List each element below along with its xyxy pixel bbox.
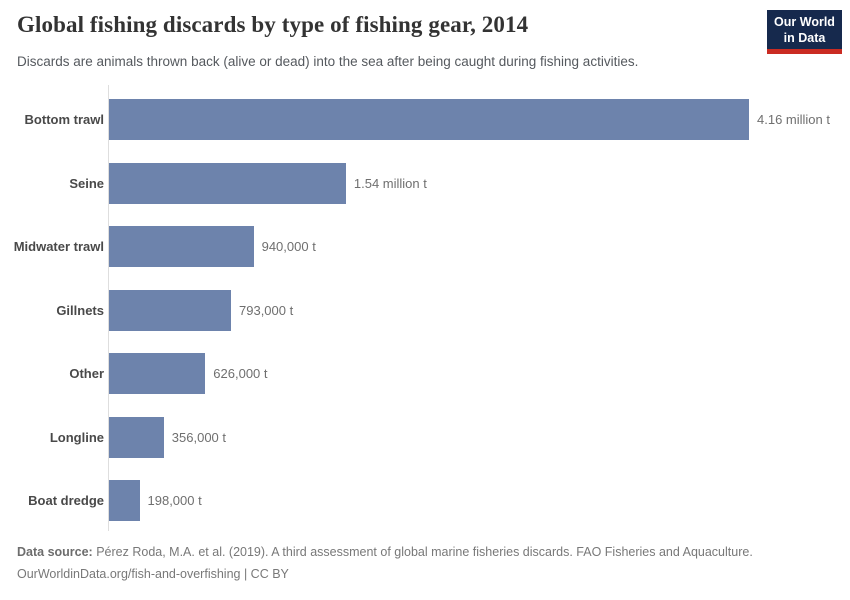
value-label: 940,000 t: [261, 239, 316, 255]
bar-chart: Bottom trawl 4.16 million t Seine 1.54 mill…: [0, 85, 850, 534]
license-link-line[interactable]: OurWorldinData.org/fish-and-overfishing …: [17, 567, 289, 581]
data-source-label: Data source:: [17, 545, 93, 559]
category-label: Midwater trawl: [13, 239, 104, 255]
category-label: Gillnets: [56, 302, 104, 318]
value-label: 1.54 million t: [353, 175, 427, 191]
chart-title: Global fishing discards by type of fishi…: [17, 12, 529, 37]
owid-logo: Our World in Data: [767, 10, 842, 54]
value-label: 4.16 million t: [757, 112, 830, 128]
chart-footer: Data source: Pérez Roda, M.A. et al. (20…: [17, 541, 753, 585]
bar-seine[interactable]: [109, 162, 346, 204]
chart-row: Midwater trawl 940,000 t: [0, 215, 850, 279]
value-label: 356,000 t: [171, 429, 227, 445]
chart-row: Bottom trawl 4.16 million t: [0, 88, 850, 152]
category-label: Bottom trawl: [24, 112, 104, 128]
category-label: Other: [69, 366, 104, 382]
y-axis-line: [108, 85, 109, 531]
data-source-text: Pérez Roda, M.A. et al. (2019). A third …: [96, 545, 753, 559]
bar-longline[interactable]: [109, 416, 164, 458]
value-label: 793,000 t: [239, 302, 294, 318]
chart-subtitle: Discards are animals thrown back (alive …: [17, 54, 639, 69]
chart-row: Longline 356,000 t: [0, 406, 850, 470]
bar-bottom-trawl[interactable]: [109, 99, 749, 141]
category-label: Longline: [49, 429, 104, 445]
bar-other[interactable]: [109, 353, 206, 395]
owid-logo-line2: in Data: [783, 31, 826, 45]
chart-row: Other 626,000 t: [0, 342, 850, 406]
chart-row: Boat dredge 198,000 t: [0, 469, 850, 533]
data-source-line: Data source: Pérez Roda, M.A. et al. (20…: [17, 541, 753, 563]
category-label: Seine: [69, 175, 104, 191]
value-label: 198,000 t: [147, 493, 202, 509]
chart-row: Gillnets 793,000 t: [0, 279, 850, 343]
bar-gillnets[interactable]: [109, 289, 231, 331]
bar-midwater-trawl[interactable]: [109, 226, 254, 268]
bar-chart-rows: Bottom trawl 4.16 million t Seine 1.54 mill…: [0, 88, 850, 533]
owid-logo-line1: Our World: [774, 15, 835, 29]
bar-boat-dredge[interactable]: [109, 480, 140, 522]
value-label: 626,000 t: [213, 366, 268, 382]
category-label: Boat dredge: [28, 493, 104, 509]
chart-row: Seine 1.54 million t: [0, 152, 850, 216]
